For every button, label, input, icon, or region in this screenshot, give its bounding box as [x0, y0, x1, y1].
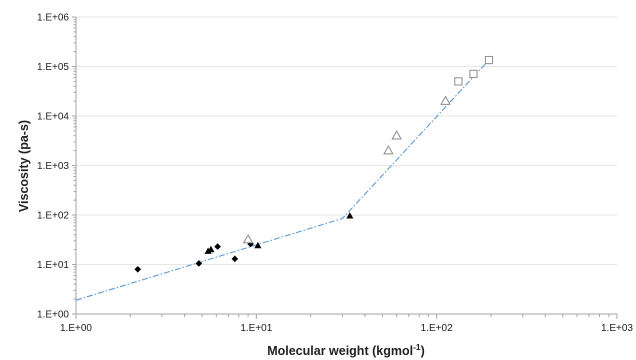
data-markers: [134, 55, 494, 273]
diamond-marker: [134, 265, 142, 273]
open-triangle-marker: [440, 95, 451, 105]
diamond-marker: [214, 243, 221, 250]
x-tick-label: 1.E+03: [601, 323, 633, 334]
y-tick-label: 1.E+03: [37, 161, 69, 172]
y-tick-label: 1.E+05: [37, 62, 69, 73]
x-tick-labels: 1.E+00 1.E+01 1.E+02 1.E+03: [60, 323, 633, 334]
y-tick-labels: 1.E+00 1.E+01 1.E+02 1.E+03 1.E+04 1.E+05 1.E+…: [37, 13, 69, 321]
open-triangle-marker: [391, 130, 402, 140]
diamond-marker: [247, 240, 254, 248]
trend-line: [75, 59, 490, 301]
y-tick-label: 1.E+06: [37, 13, 69, 24]
gridlines: [76, 16, 617, 265]
x-tick-label: 1.E+00: [60, 323, 92, 334]
x-axis-title-superscript: -1: [413, 342, 421, 352]
filled-triangle-marker: [207, 245, 215, 253]
open-square-marker: [469, 69, 478, 78]
open-triangle-marker: [383, 144, 394, 155]
filled-triangle-marker: [204, 247, 212, 254]
diamond-marker: [195, 260, 203, 267]
x-tick-label: 1.E+01: [240, 323, 272, 334]
axis-ticks: [72, 16, 618, 319]
open-triangle-marker: [242, 233, 254, 244]
diamond-marker: [231, 255, 239, 263]
y-tick-label: 1.E+01: [37, 260, 69, 271]
y-axis-title: Viscosity (pa-s): [17, 120, 31, 212]
x-axis-title-end: ): [421, 344, 425, 358]
x-axis-title-main: Molecular weight (kgmol: [267, 344, 413, 358]
y-tick-label: 1.E+04: [37, 112, 69, 123]
y-tick-label: 1.E+02: [37, 211, 69, 222]
y-tick-label: 1.E+00: [37, 310, 69, 321]
filled-triangle-marker: [346, 212, 354, 219]
open-square-marker: [454, 77, 463, 86]
x-axis-title: Molecular weight (kgmol-1): [267, 342, 425, 358]
x-tick-label: 1.E+02: [421, 323, 453, 334]
filled-triangle-marker: [254, 241, 262, 249]
open-square-marker: [484, 55, 494, 65]
